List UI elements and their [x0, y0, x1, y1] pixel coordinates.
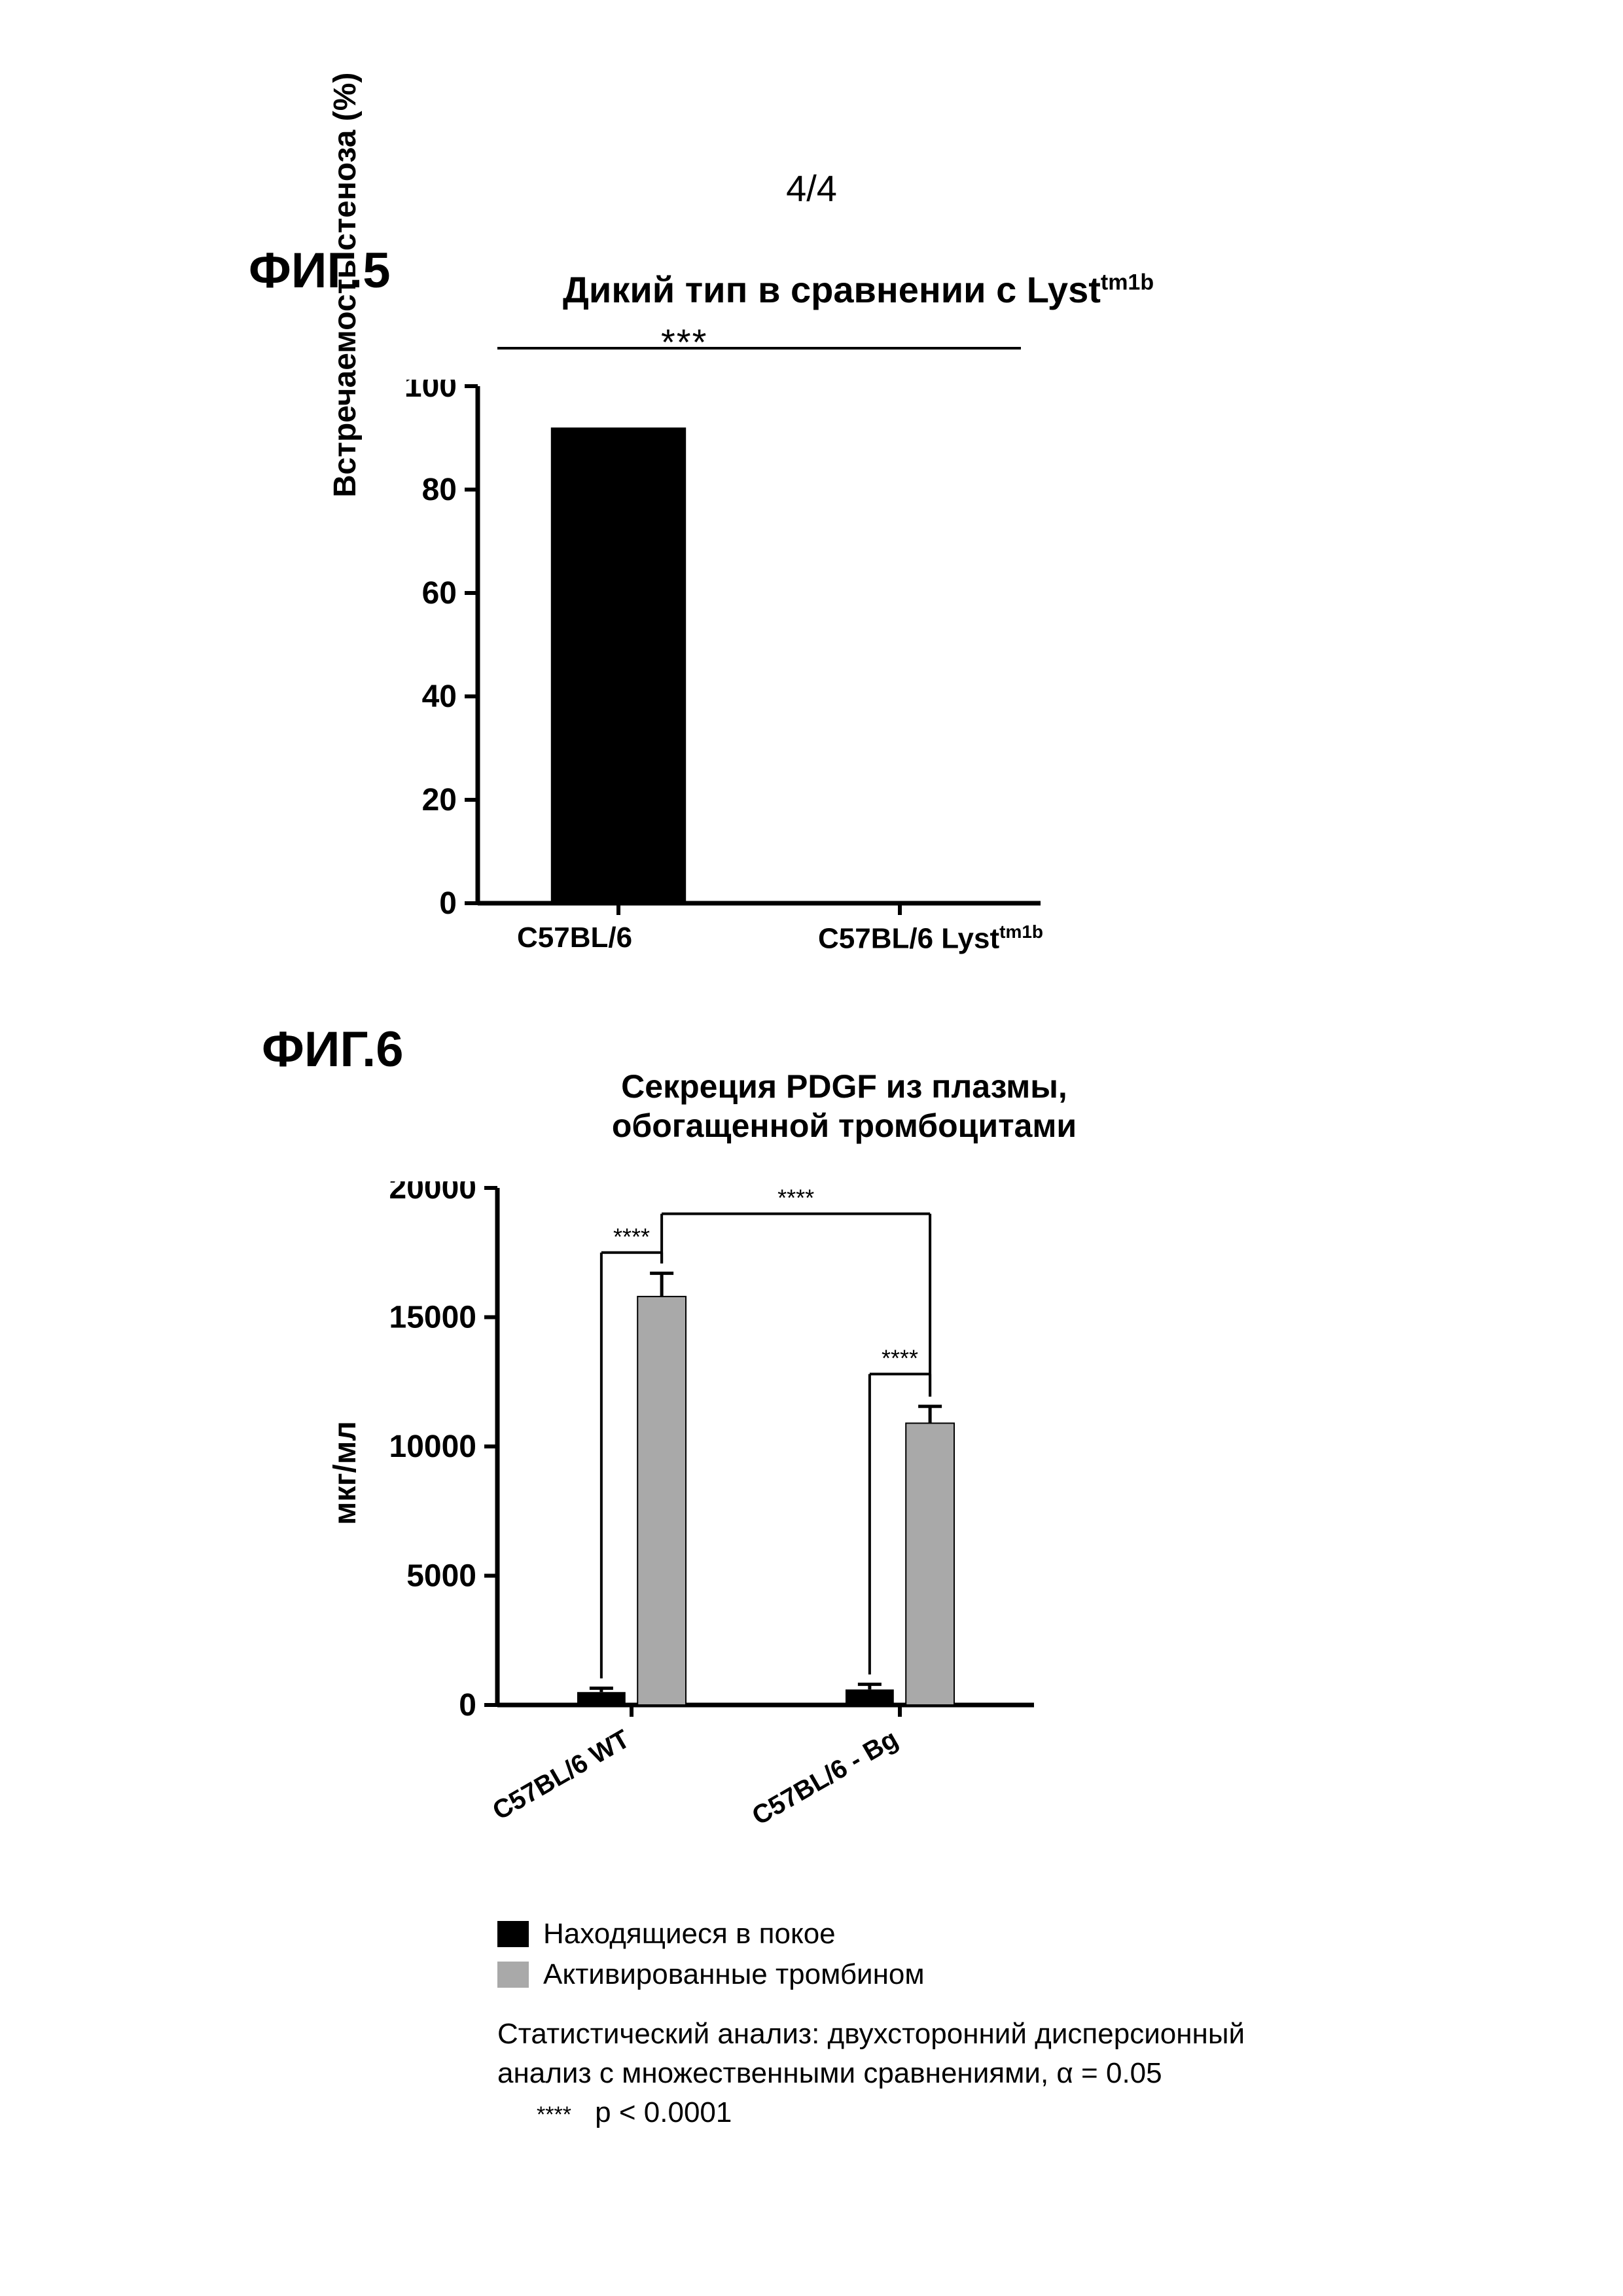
legend-swatch-1 [497, 1921, 529, 1947]
svg-text:C57BL/6 WT: C57BL/6 WT [488, 1725, 634, 1826]
svg-text:20: 20 [422, 783, 457, 817]
svg-text:5000: 5000 [406, 1559, 476, 1594]
fig6-y-axis-label: мкг/мл [327, 1421, 363, 1525]
fig6-label: ФИГ.6 [262, 1021, 403, 1078]
fig5-label: ФИГ.5 [249, 242, 390, 299]
svg-text:****: **** [613, 1223, 650, 1250]
legend-item-1: Находящиеся в покое [497, 1918, 925, 1950]
legend-text-2: Активированные тромбином [543, 1958, 925, 1991]
fig5-y-axis-label: Встречаемость стеноза (%) [327, 73, 363, 497]
fig5-xlabel-2-text: C57BL/6 Lyst [818, 923, 999, 955]
fig5-significance-line [497, 347, 1021, 350]
svg-text:60: 60 [422, 576, 457, 611]
fig5-xlabel-2: C57BL/6 Lysttm1b [818, 922, 1043, 956]
page-root: 4/4 ФИГ.5 Дикий тип в сравнении с Lysttm… [0, 0, 1623, 2296]
fig5-xlabel-1: C57BL/6 [517, 922, 632, 954]
fig5-xlabel-2-sup: tm1b [999, 922, 1043, 942]
fig5-title-text: Дикий тип в сравнении с Lyst [563, 269, 1101, 310]
svg-text:0: 0 [459, 1688, 476, 1723]
legend-swatch-2 [497, 1962, 529, 1988]
legend-item-2: Активированные тромбином [497, 1958, 925, 1991]
svg-text:C57BL/6 - Bg: C57BL/6 - Bg [747, 1725, 903, 1831]
svg-text:****: **** [882, 1344, 918, 1371]
fig6-title: Секреция PDGF из плазмы, обогащенной тро… [550, 1067, 1139, 1145]
svg-text:10000: 10000 [389, 1429, 476, 1464]
fig5-significance-marker: *** [661, 321, 707, 363]
svg-text:0: 0 [439, 886, 457, 916]
legend: Находящиеся в покое Активированные тромб… [497, 1918, 925, 1999]
svg-text:15000: 15000 [389, 1300, 476, 1335]
svg-text:****: **** [777, 1185, 814, 1211]
page-number: 4/4 [0, 167, 1623, 209]
footnote-p-value: p < 0.0001 [595, 2096, 732, 2128]
footnote-stars: **** [537, 2102, 571, 2127]
svg-text:100: 100 [404, 380, 457, 404]
legend-text-1: Находящиеся в покое [543, 1918, 836, 1950]
footnote-line-1: Статистический анализ: двухсторонний дис… [497, 2016, 1245, 2052]
fig5-title: Дикий тип в сравнении с Lysttm1b [563, 268, 1154, 311]
footnote-line-3: **** p < 0.0001 [537, 2094, 732, 2130]
fig5-title-sup: tm1b [1101, 270, 1154, 295]
fig5-chart: 0 20 40 60 80 100 [366, 380, 1152, 916]
fig6-chart: 0 5000 10000 15000 20000 C57BL/6 WT C57BL/6 - … [366, 1181, 1217, 1908]
svg-text:20000: 20000 [389, 1181, 476, 1206]
svg-text:40: 40 [422, 679, 457, 714]
footnote-line-2: анализ с множественными сравнениями, α =… [497, 2055, 1162, 2091]
svg-text:80: 80 [422, 473, 457, 507]
